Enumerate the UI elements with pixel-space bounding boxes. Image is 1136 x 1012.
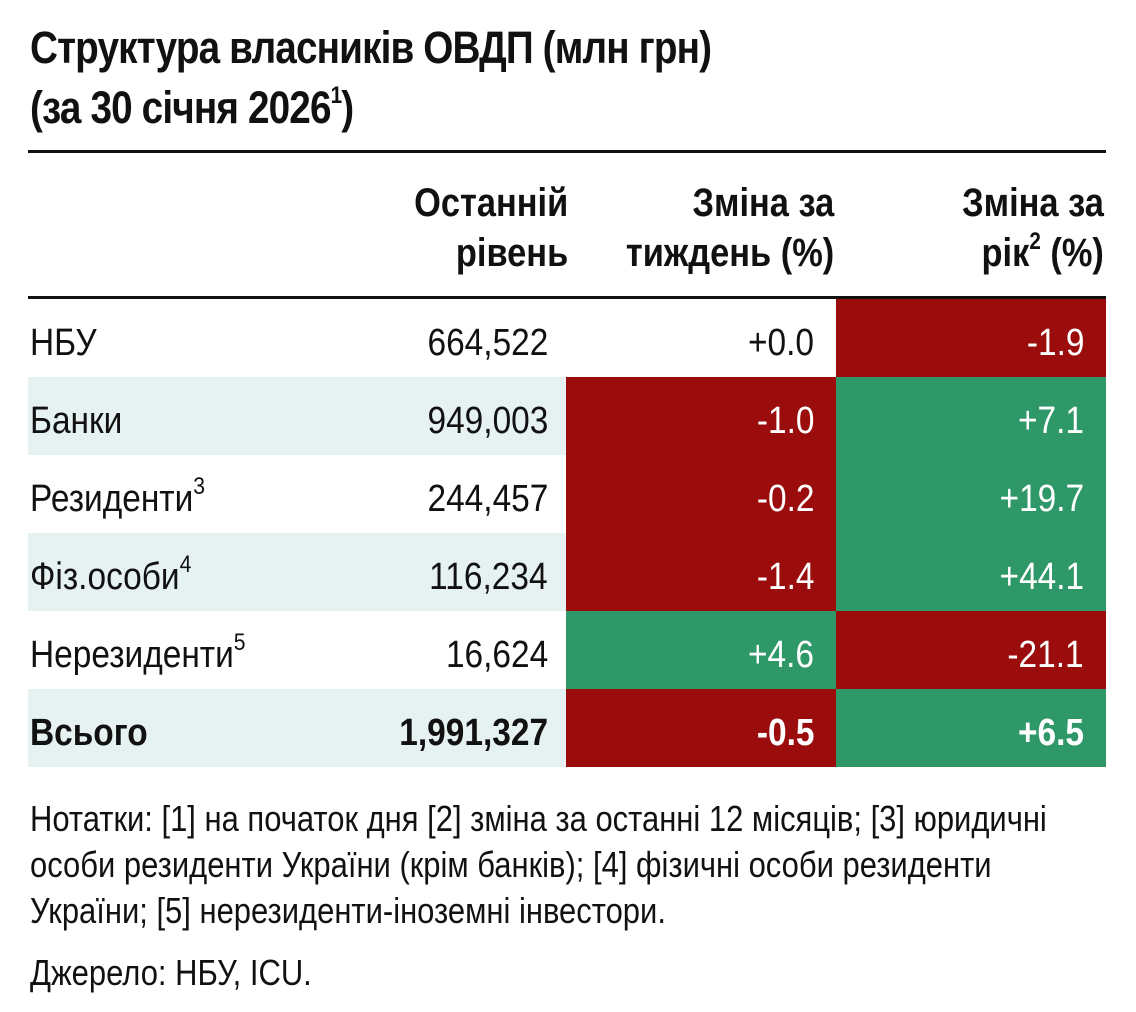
title-footnote-marker: 1 [330,82,343,109]
yearly-change-value: +19.7 [999,478,1084,520]
top-rule [28,150,1106,153]
header-yearly-change-text: рік [981,231,1030,275]
row-label: Резиденти [30,478,194,520]
row-label-cell: НБУ [28,299,318,377]
level-cell: 244,457 [318,455,568,533]
yearly-change-value: +44.1 [999,556,1084,598]
chart-title: Структура власників ОВДП (млн грн) (за 3… [30,18,959,138]
weekly-change-value: +0.0 [747,322,814,364]
source-line: Джерело: НБУ, ICU. [30,952,312,993]
header-weekly-change-line1: Зміна за [692,181,834,225]
row-label-cell: Всього [28,689,318,767]
weekly-change-value: +4.6 [747,634,814,676]
yearly-change-value: -1.9 [1026,322,1084,364]
title-line-2: (за 30 січня 20261) [30,78,959,138]
header-last-level-line1: Останній [413,181,568,225]
header-yearly-change-line1: Зміна за [962,181,1104,225]
table-row: Фіз.особи4 116,234 -1.4 +44.1 [28,533,1106,611]
level-cell: 1,991,327 [318,689,568,767]
yearly-change-cell: -21.1 [836,611,1106,689]
header-rule [28,296,1106,299]
weekly-change-cell: -0.2 [566,455,836,533]
yearly-change-value: +7.1 [1017,400,1084,442]
header-footnote-marker: 2 [1029,228,1041,255]
level-value: 116,234 [429,556,548,598]
header-weekly-change: Зміна за тиждень (%) [626,178,834,278]
title-line-2-close: ) [341,82,354,133]
row-label-cell: Банки [28,377,318,455]
table-row: НБУ 664,522 +0.0 -1.9 [28,299,1106,377]
table-row: Резиденти3 244,457 -0.2 +19.7 [28,455,1106,533]
weekly-change-value: -1.0 [756,400,814,442]
weekly-change-value: -0.2 [756,478,814,520]
weekly-change-cell: -1.4 [566,533,836,611]
row-footnote: 3 [193,473,206,500]
level-cell: 16,624 [318,611,568,689]
yearly-change-cell: +19.7 [836,455,1106,533]
weekly-change-value: -1.4 [756,556,814,598]
row-footnote: 4 [179,551,192,578]
weekly-change-cell: -1.0 [566,377,836,455]
header-last-level-line2: рівень [455,231,568,275]
header-yearly-change-tail: (%) [1040,231,1104,275]
row-label-cell: Нерезиденти5 [28,611,318,689]
header-yearly-change-line2: рік2 (%) [962,228,1104,278]
yearly-change-value: -21.1 [1007,634,1084,676]
table-row: Нерезиденти5 16,624 +4.6 -21.1 [28,611,1106,689]
yearly-change-cell: +7.1 [836,377,1106,455]
level-cell: 116,234 [318,533,568,611]
header-weekly-change-line2: тиждень (%) [625,231,834,275]
table-row: Банки 949,003 -1.0 +7.1 [28,377,1106,455]
row-label-cell: Фіз.особи4 [28,533,318,611]
total-row: Всього 1,991,327 -0.5 +6.5 [28,689,1106,767]
level-value: 664,522 [427,322,548,364]
header-last-level: Останній рівень [414,178,568,278]
row-label: Всього [30,712,148,754]
row-label-cell: Резиденти3 [28,455,318,533]
row-label: Нерезиденти [30,634,234,676]
weekly-change-value: -0.5 [756,712,814,754]
title-line-2-text: (за 30 січня 2026 [30,82,331,133]
row-label: Фіз.особи [30,556,180,598]
level-cell: 949,003 [318,377,568,455]
row-footnote: 5 [233,629,246,656]
level-value: 949,003 [427,400,548,442]
yearly-change-cell: -1.9 [836,299,1106,377]
footnotes: Нотатки: [1] на початок дня [2] зміна за… [30,798,1047,931]
yearly-change-cell: +6.5 [836,689,1106,767]
header-yearly-change: Зміна за рік2 (%) [962,178,1104,278]
level-value: 244,457 [427,478,548,520]
weekly-change-cell: +4.6 [566,611,836,689]
level-value: 16,624 [445,634,548,676]
weekly-change-cell: +0.0 [566,299,836,377]
level-cell: 664,522 [318,299,568,377]
level-value: 1,991,327 [399,712,548,754]
weekly-change-cell: -0.5 [566,689,836,767]
yearly-change-value: +6.5 [1017,712,1084,754]
row-label: Банки [30,400,123,442]
row-label: НБУ [30,322,97,364]
title-line-1: Структура власників ОВДП (млн грн) [30,22,712,73]
owners-table: НБУ 664,522 +0.0 -1.9 Банки 949,003 -1.0… [28,299,1106,767]
yearly-change-cell: +44.1 [836,533,1106,611]
